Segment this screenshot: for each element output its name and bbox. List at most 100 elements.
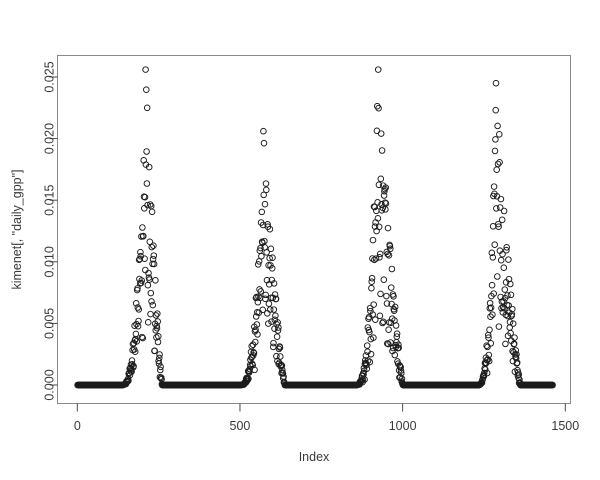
data-point	[277, 353, 284, 360]
plot-frame	[57, 55, 571, 404]
y-axis-label: kimenet[, "daily_gpp"]	[10, 169, 24, 289]
data-point	[268, 318, 275, 325]
data-point	[152, 277, 159, 284]
data-point	[251, 366, 258, 374]
data-point	[370, 301, 377, 308]
data-point	[272, 295, 280, 303]
data-point	[262, 180, 270, 187]
data-point	[486, 299, 494, 307]
data-point	[279, 366, 286, 374]
data-point	[377, 175, 385, 183]
data-point	[497, 195, 505, 203]
data-point	[481, 369, 488, 377]
data-point	[496, 159, 503, 166]
data-point	[361, 376, 368, 383]
data-point	[252, 338, 259, 346]
data-point	[387, 284, 395, 291]
data-point	[386, 242, 394, 250]
data-point	[135, 306, 143, 313]
data-point	[271, 291, 279, 298]
data-point	[385, 252, 393, 259]
data-point	[371, 223, 379, 230]
data-point	[128, 357, 136, 364]
data-point	[488, 249, 496, 257]
x-tick-label: 0	[74, 419, 81, 433]
data-point	[368, 274, 376, 282]
data-point	[274, 357, 281, 365]
data-point	[125, 377, 132, 385]
data-point	[270, 339, 277, 347]
data-point	[370, 334, 377, 341]
data-point	[376, 250, 384, 258]
data-point	[156, 351, 163, 358]
data-point	[145, 269, 152, 277]
data-point	[367, 350, 375, 358]
data-point	[507, 329, 514, 337]
data-point	[380, 276, 388, 283]
data-point	[368, 284, 375, 292]
data-point	[397, 373, 404, 381]
data-point	[549, 381, 556, 389]
data-point	[387, 245, 394, 253]
data-point	[393, 333, 401, 340]
data-point	[388, 265, 396, 273]
data-point	[509, 320, 517, 327]
data-point	[494, 273, 501, 280]
data-point	[490, 183, 498, 190]
data-point	[500, 298, 507, 305]
data-point	[157, 363, 164, 371]
data-point	[499, 250, 506, 258]
data-point	[142, 66, 149, 73]
data-point	[491, 241, 498, 248]
data-point	[143, 180, 151, 187]
data-point	[275, 324, 282, 331]
data-point	[497, 256, 505, 264]
x-tick-label: 1500	[551, 419, 579, 433]
data-point	[372, 316, 379, 323]
data-point	[258, 208, 266, 216]
data-point	[265, 300, 273, 307]
data-point	[383, 300, 391, 307]
data-point	[248, 353, 256, 361]
data-point	[497, 293, 504, 301]
data-point	[126, 371, 134, 379]
data-point	[266, 306, 274, 313]
data-point	[143, 86, 150, 93]
x-tick-label: 1000	[389, 419, 417, 433]
data-point	[132, 300, 140, 307]
data-point	[496, 204, 504, 211]
y-tick-label: 0.025	[43, 61, 57, 92]
data-point	[494, 160, 502, 168]
data-point	[512, 347, 520, 354]
data-point	[155, 333, 162, 340]
data-point	[150, 242, 157, 249]
data-point	[129, 361, 136, 368]
data-point	[267, 245, 275, 253]
data-point	[366, 358, 374, 366]
data-point	[376, 254, 383, 261]
data-point	[269, 254, 276, 261]
data-point	[483, 369, 491, 377]
data-point	[377, 130, 385, 137]
data-point	[384, 250, 391, 258]
data-point	[279, 370, 287, 377]
data-point	[495, 220, 502, 228]
data-point	[397, 363, 404, 371]
data-point	[505, 256, 512, 263]
data-point	[498, 216, 506, 224]
data-point	[503, 246, 510, 254]
data-point	[147, 289, 155, 297]
data-point	[131, 322, 138, 329]
data-point	[139, 334, 146, 342]
data-point	[492, 79, 500, 87]
data-point	[146, 201, 154, 208]
data-point	[374, 199, 381, 206]
data-points	[74, 66, 556, 389]
data-point	[136, 255, 144, 263]
data-point	[133, 320, 140, 328]
data-point	[390, 307, 398, 314]
data-point	[137, 248, 144, 256]
data-point	[149, 255, 157, 263]
data-point	[510, 340, 518, 347]
